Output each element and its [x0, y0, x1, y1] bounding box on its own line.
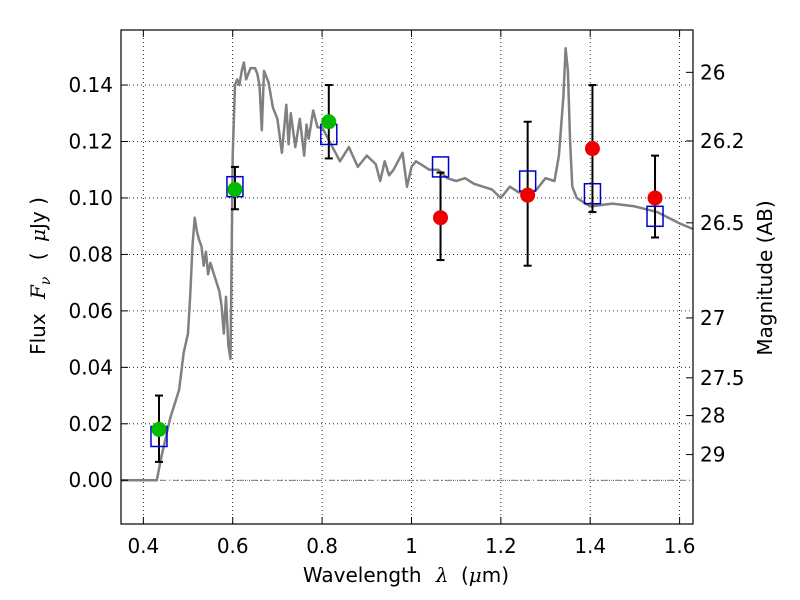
- magnitude-tick-label-2: 26.5: [700, 211, 745, 235]
- model-sed-line: [121, 47, 694, 482]
- red-point-0: [433, 210, 449, 226]
- magnitude-tick-label-6: 29: [700, 443, 725, 467]
- green-point-1: [227, 181, 243, 197]
- magnitude-tick-label-3: 27: [700, 306, 725, 330]
- model-band-box-6: [646, 205, 664, 228]
- y-axis-title-unit-close: Jy ): [26, 197, 50, 231]
- y-tick-label-1: 0.02: [68, 412, 113, 436]
- red-point-2: [584, 141, 600, 157]
- y-axis-title: Flux Fν ( μJy ): [26, 197, 55, 355]
- y-tick-label-7: 0.14: [68, 73, 113, 97]
- axis-ticks: 0.4 0.6 0.8 1 1.2 1.4 1.6 0.00 0.02 0.04 0.06 0.08 0…: [68, 30, 745, 558]
- plot-frame: [120, 29, 694, 525]
- x-axis-title-unit-close: m): [482, 563, 509, 587]
- green-point-0: [151, 421, 167, 437]
- x-tick-label-6: 1.6: [664, 534, 696, 558]
- y-tick-label-6: 0.12: [68, 130, 113, 154]
- y-tick-label-0: 0.00: [68, 468, 113, 492]
- grid-lines: [121, 30, 693, 524]
- x-axis-title: Wavelength λ (μm): [303, 563, 509, 587]
- magnitude-tick-label-1: 26.2: [700, 129, 745, 153]
- x-axis-title-symbol: λ: [435, 563, 449, 587]
- x-tick-label-3: 1: [405, 534, 418, 558]
- x-tick-label-1: 0.6: [217, 534, 249, 558]
- y-tick-label-3: 0.06: [68, 299, 113, 323]
- y-tick-label-4: 0.08: [68, 242, 113, 266]
- y-axis-title-text: Flux: [26, 313, 50, 355]
- data-marks: [150, 84, 664, 463]
- magnitude-axis-title: Magnitude (AB): [753, 200, 777, 355]
- magnitude-tick-label-0: 26: [700, 60, 725, 84]
- y-axis-title-unit-open: (: [26, 252, 50, 260]
- x-tick-label-4: 1.2: [485, 534, 517, 558]
- red-point-1: [520, 187, 536, 203]
- model-band-box-5: [583, 182, 602, 205]
- x-axis-title-text: Wavelength: [303, 563, 422, 587]
- magnitude-tick-label-5: 28: [700, 404, 725, 428]
- red-point-3: [647, 190, 663, 206]
- x-tick-label-0: 0.4: [127, 534, 159, 558]
- x-tick-label-2: 0.8: [306, 534, 338, 558]
- x-axis-title-unit-mu: μ: [469, 563, 482, 587]
- y-tick-label-5: 0.10: [68, 186, 113, 210]
- magnitude-tick-label-4: 27.5: [700, 366, 745, 390]
- y-axis-title-unit-mu: μ: [26, 229, 50, 242]
- x-axis-title-unit-open: (: [461, 563, 469, 587]
- model-band-box-3: [431, 156, 450, 178]
- y-axis-title-subscript: ν: [38, 276, 54, 285]
- x-tick-label-5: 1.4: [574, 534, 606, 558]
- green-point-2: [321, 114, 337, 130]
- y-tick-label-2: 0.04: [68, 355, 113, 379]
- y-axis-title-symbol: F: [26, 284, 50, 300]
